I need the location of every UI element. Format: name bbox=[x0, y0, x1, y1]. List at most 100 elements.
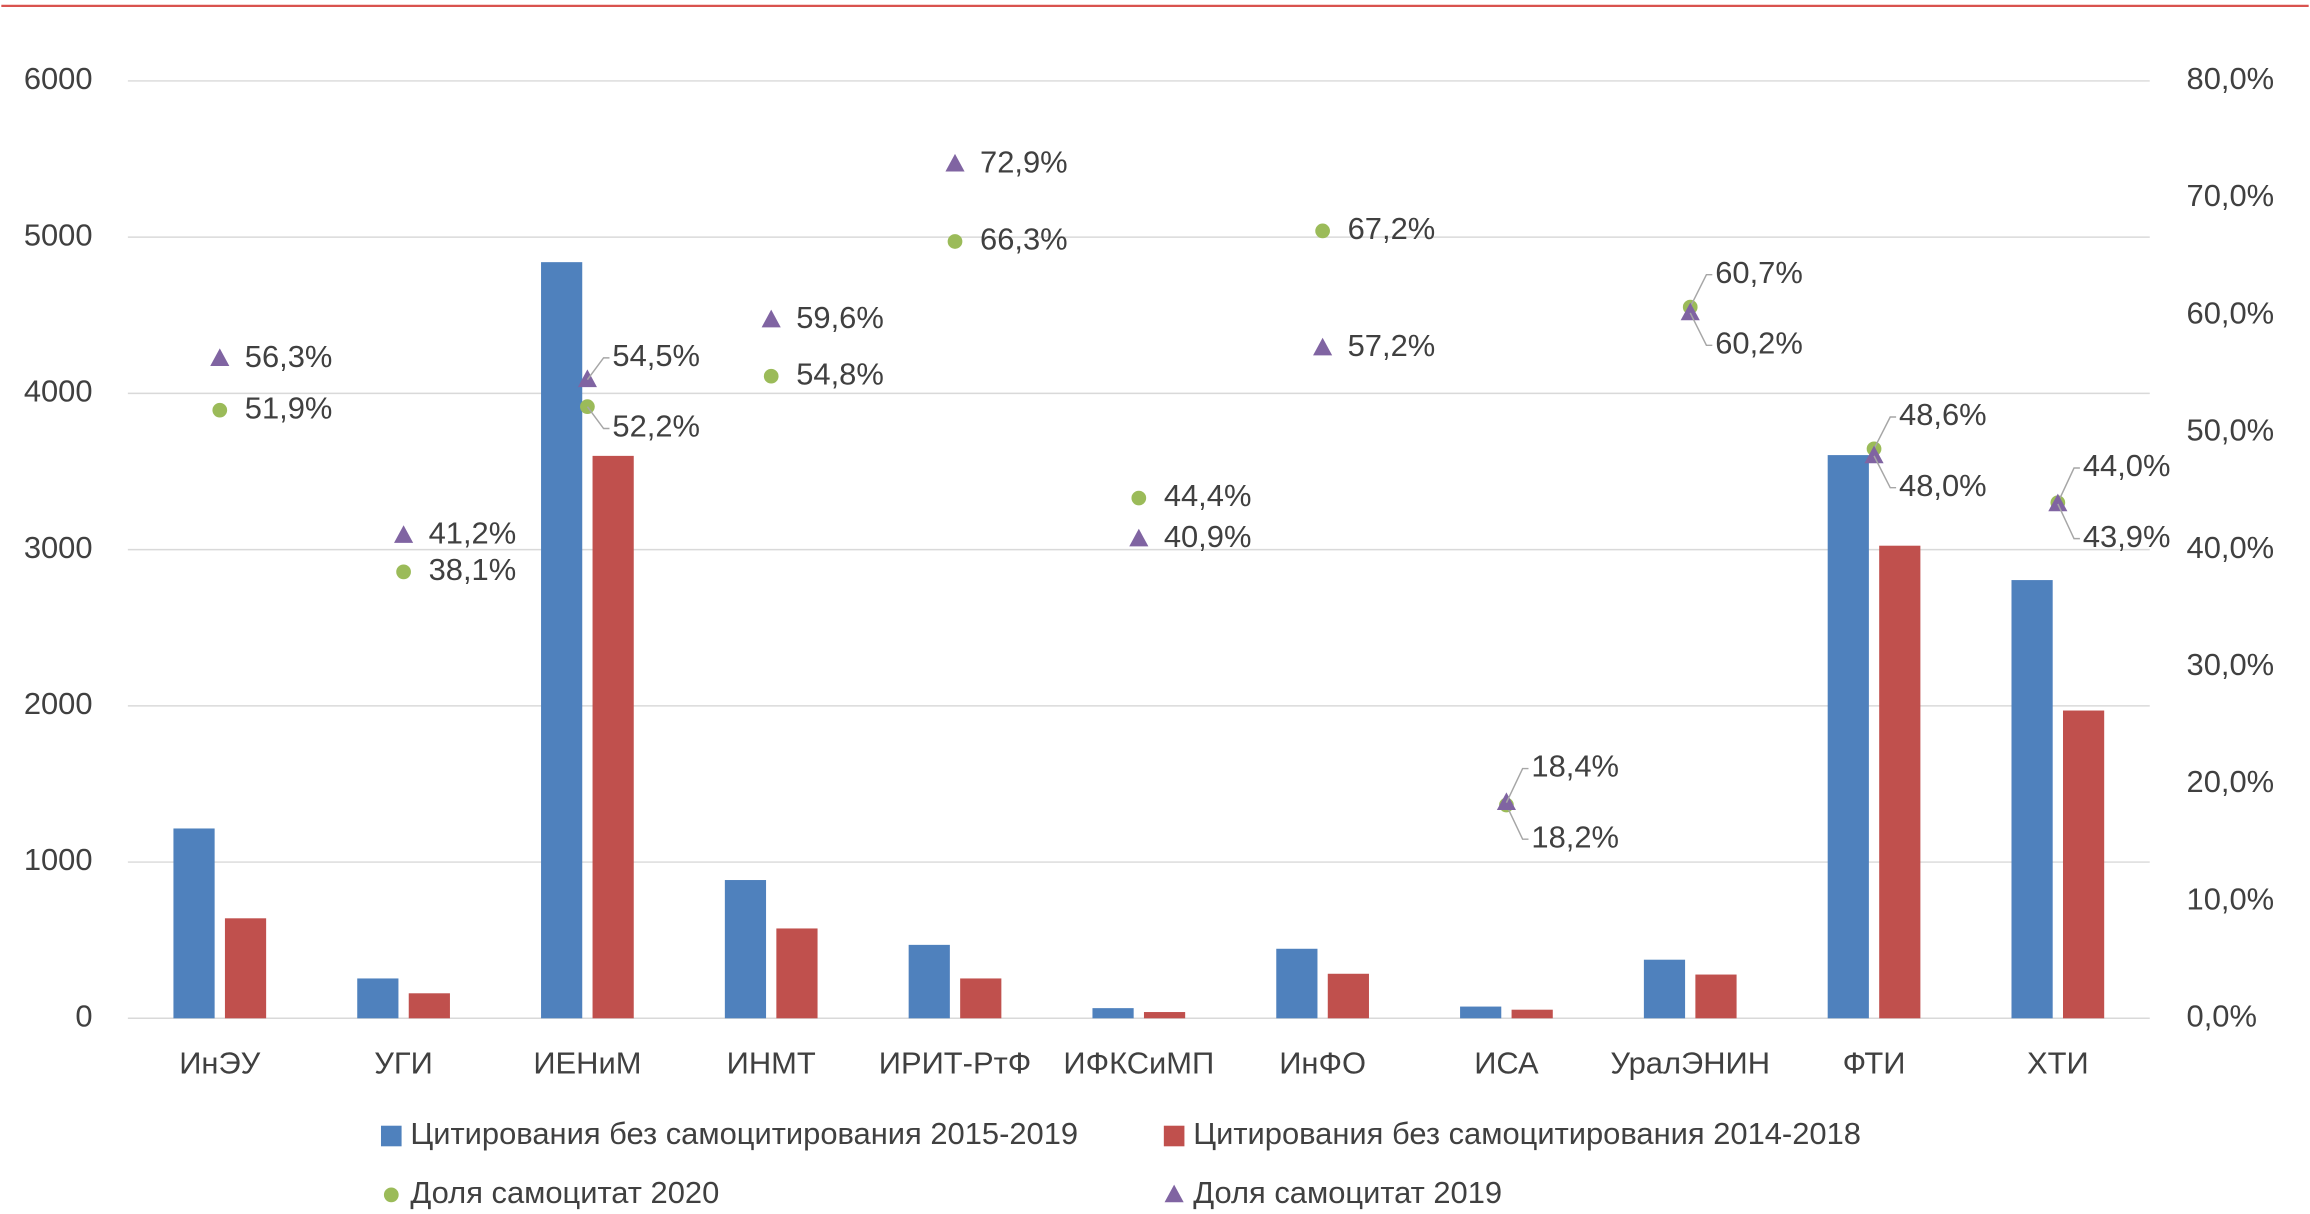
leader-line bbox=[2057, 467, 2080, 504]
y2-tick-label: 30,0% bbox=[2187, 647, 2275, 682]
y-tick-label: 1000 bbox=[24, 842, 93, 877]
point bbox=[945, 153, 965, 172]
y2-tick-label: 0,0% bbox=[2187, 998, 2257, 1033]
legend-swatch bbox=[380, 1125, 402, 1147]
data-label: 44,4% bbox=[1164, 478, 1252, 513]
x-tick-label: УралЭНИН bbox=[1610, 1046, 1770, 1081]
x-tick-label: ИСА bbox=[1474, 1046, 1539, 1081]
point bbox=[394, 525, 414, 543]
bar bbox=[2011, 580, 2053, 1019]
bar bbox=[1092, 1008, 1134, 1019]
data-label: 51,9% bbox=[245, 390, 333, 425]
point bbox=[763, 368, 779, 384]
y-tick-label: 2000 bbox=[24, 686, 93, 721]
leader-line bbox=[2057, 503, 2080, 540]
bar bbox=[2062, 710, 2105, 1019]
point bbox=[1680, 302, 1700, 321]
data-label: 60,2% bbox=[1715, 325, 1803, 360]
point bbox=[210, 348, 230, 366]
bar bbox=[1276, 948, 1318, 1019]
data-label: 67,2% bbox=[1348, 211, 1436, 246]
y-tick-label: 5000 bbox=[24, 217, 93, 252]
bar bbox=[1143, 1012, 1186, 1019]
bar bbox=[1327, 973, 1369, 1019]
data-label: 18,2% bbox=[1531, 819, 1619, 854]
leader-line bbox=[1505, 767, 1529, 804]
leader-line bbox=[586, 406, 610, 430]
y2-tick-label: 60,0% bbox=[2187, 295, 2275, 330]
data-label: 43,9% bbox=[2083, 519, 2171, 554]
data-label: 56,3% bbox=[245, 339, 333, 374]
bar bbox=[1879, 545, 1921, 1019]
x-tick-label: ИНМТ bbox=[727, 1046, 816, 1081]
bar bbox=[224, 918, 267, 1019]
leader-line bbox=[1873, 416, 1897, 450]
bar bbox=[592, 455, 634, 1019]
x-tick-label: ИРИТ-РтФ bbox=[879, 1046, 1031, 1081]
y-tick-label: 3000 bbox=[24, 530, 93, 565]
x-tick-label: УГИ bbox=[374, 1046, 433, 1081]
bar bbox=[541, 262, 583, 1019]
point bbox=[1131, 490, 1147, 506]
y-tick-label: 4000 bbox=[24, 374, 93, 409]
point bbox=[577, 369, 597, 388]
bar bbox=[357, 978, 399, 1019]
y2-tick-label: 80,0% bbox=[2187, 61, 2275, 96]
bar bbox=[408, 993, 450, 1019]
data-label: 59,6% bbox=[796, 300, 884, 335]
data-label: 72,9% bbox=[980, 144, 1068, 179]
bar bbox=[724, 880, 767, 1019]
bar bbox=[173, 828, 215, 1019]
legend-swatch bbox=[1163, 1125, 1185, 1147]
point bbox=[396, 564, 411, 580]
data-label: 52,2% bbox=[612, 409, 700, 444]
point bbox=[1315, 223, 1330, 239]
data-label: 44,0% bbox=[2083, 448, 2171, 483]
point bbox=[1864, 445, 1884, 464]
y-tick-label: 0 bbox=[75, 998, 92, 1033]
point bbox=[1313, 337, 1333, 356]
legend-label: Цитирования без самоцитирования 2014-201… bbox=[1193, 1116, 1861, 1151]
leader-line bbox=[1873, 455, 1897, 489]
data-label: 40,9% bbox=[1164, 519, 1252, 554]
y-tick-label: 6000 bbox=[24, 61, 93, 96]
bar bbox=[1827, 455, 1869, 1019]
x-tick-label: ИнФО bbox=[1279, 1046, 1366, 1081]
y2-tick-label: 50,0% bbox=[2187, 413, 2275, 448]
bar bbox=[776, 928, 818, 1019]
x-tick-label: ИЕНиМ bbox=[533, 1046, 641, 1081]
data-label: 54,8% bbox=[796, 356, 884, 391]
data-label: 18,4% bbox=[1531, 749, 1619, 784]
legend-swatch bbox=[1164, 1184, 1184, 1203]
bar bbox=[1460, 1006, 1502, 1019]
leader-line bbox=[1505, 804, 1529, 840]
legend-swatch bbox=[383, 1187, 399, 1203]
y2-tick-label: 40,0% bbox=[2187, 530, 2275, 565]
bar bbox=[1643, 959, 1686, 1019]
data-label: 66,3% bbox=[980, 222, 1068, 257]
data-label: 41,2% bbox=[429, 516, 517, 551]
x-tick-label: ФТИ bbox=[1843, 1046, 1906, 1081]
y2-tick-label: 70,0% bbox=[2187, 178, 2275, 213]
legend-label: Доля самоцитат 2020 bbox=[410, 1175, 719, 1210]
bar bbox=[960, 978, 1002, 1019]
data-label: 57,2% bbox=[1348, 328, 1436, 363]
point bbox=[212, 402, 228, 418]
data-label: 38,1% bbox=[429, 552, 517, 587]
data-label: 48,6% bbox=[1899, 397, 1987, 432]
point bbox=[761, 309, 781, 328]
y2-tick-label: 10,0% bbox=[2187, 881, 2275, 916]
legend-label: Доля самоцитат 2019 bbox=[1193, 1175, 1502, 1210]
bar bbox=[1695, 974, 1737, 1019]
x-tick-label: ИФКСиМП bbox=[1063, 1046, 1214, 1081]
leader-line bbox=[586, 357, 610, 381]
legend-label: Цитирования без самоцитирования 2015-201… bbox=[410, 1116, 1078, 1151]
data-label: 54,5% bbox=[612, 338, 700, 373]
y2-tick-label: 20,0% bbox=[2187, 764, 2275, 799]
x-tick-label: ХТИ bbox=[2027, 1046, 2089, 1081]
bar bbox=[908, 944, 950, 1019]
point bbox=[1129, 528, 1149, 547]
leader-line bbox=[1689, 312, 1713, 347]
leader-line bbox=[1689, 273, 1713, 308]
